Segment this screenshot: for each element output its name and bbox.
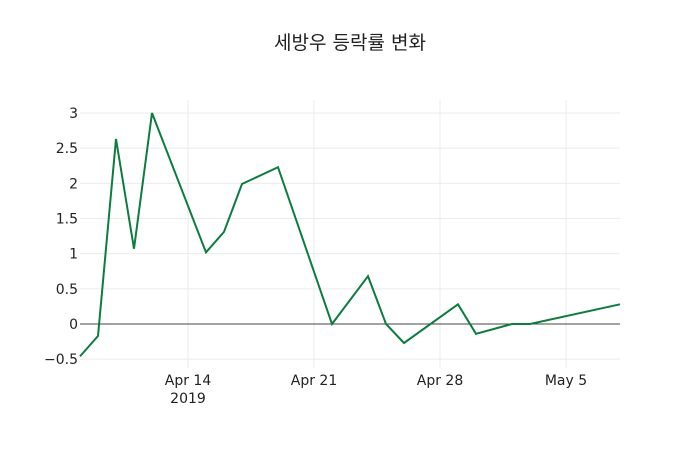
series-line[interactable] bbox=[79, 112, 621, 358]
chart-title: 세방우 등락률 변화 bbox=[274, 32, 426, 54]
y-tick-label: 0.5 bbox=[56, 282, 78, 298]
y-tick-label: 1.5 bbox=[56, 212, 78, 228]
y-axis: −0.5 0 0.5 1 1.5 2 2.5 3 bbox=[44, 106, 78, 368]
x-tick-label: Apr 21 bbox=[291, 373, 337, 389]
y-tick-label: 2 bbox=[69, 176, 78, 192]
y-tick-label: 2.5 bbox=[56, 141, 78, 157]
y-tick-label: 3 bbox=[69, 106, 78, 122]
x-tick-label: May 5 bbox=[545, 373, 587, 389]
y-tick-label: 1 bbox=[69, 247, 78, 263]
y-tick-label: 0 bbox=[69, 317, 78, 333]
x-tick-label: Apr 14 bbox=[165, 373, 212, 389]
y-tick-label: −0.5 bbox=[44, 352, 78, 368]
gridlines bbox=[80, 100, 620, 368]
x-axis: Apr 14 2019 Apr 21 Apr 28 May 5 bbox=[165, 373, 587, 407]
x-tick-label: Apr 28 bbox=[417, 373, 463, 389]
x-tick-year-label: 2019 bbox=[170, 391, 206, 407]
